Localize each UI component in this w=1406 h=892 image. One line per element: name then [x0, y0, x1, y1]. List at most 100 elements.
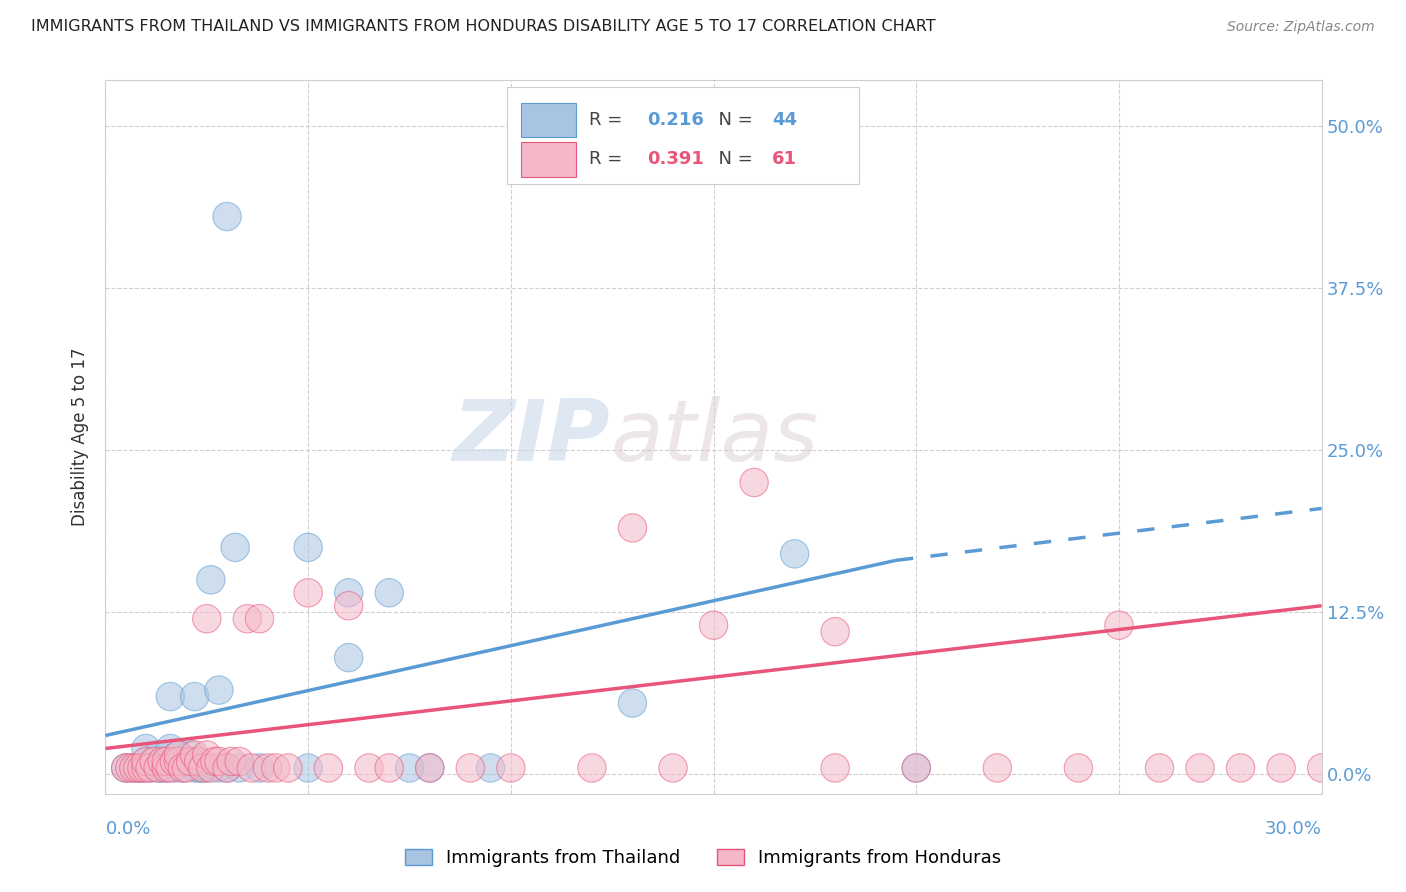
Ellipse shape: [156, 734, 184, 763]
Ellipse shape: [375, 754, 404, 782]
Ellipse shape: [169, 754, 197, 782]
Ellipse shape: [197, 754, 225, 782]
Ellipse shape: [659, 754, 688, 782]
Text: 61: 61: [772, 151, 797, 169]
Ellipse shape: [619, 689, 647, 717]
FancyBboxPatch shape: [506, 87, 859, 184]
Ellipse shape: [335, 579, 363, 607]
Ellipse shape: [124, 754, 152, 782]
Ellipse shape: [416, 754, 444, 782]
Ellipse shape: [253, 754, 281, 782]
Text: N =: N =: [707, 112, 759, 129]
Text: 30.0%: 30.0%: [1265, 820, 1322, 838]
Ellipse shape: [132, 734, 160, 763]
Ellipse shape: [156, 682, 184, 711]
Ellipse shape: [148, 747, 176, 776]
Y-axis label: Disability Age 5 to 17: Disability Age 5 to 17: [72, 348, 90, 526]
Ellipse shape: [221, 533, 249, 562]
Ellipse shape: [1308, 754, 1336, 782]
Ellipse shape: [233, 605, 262, 633]
Text: N =: N =: [707, 151, 759, 169]
Ellipse shape: [1105, 611, 1133, 640]
Ellipse shape: [143, 754, 173, 782]
Ellipse shape: [274, 754, 302, 782]
Ellipse shape: [193, 740, 221, 769]
Ellipse shape: [1226, 754, 1254, 782]
Ellipse shape: [619, 514, 647, 542]
Ellipse shape: [699, 611, 728, 640]
Ellipse shape: [821, 754, 849, 782]
Ellipse shape: [496, 754, 524, 782]
Ellipse shape: [212, 754, 242, 782]
Ellipse shape: [128, 754, 156, 782]
Text: IMMIGRANTS FROM THAILAND VS IMMIGRANTS FROM HONDURAS DISABILITY AGE 5 TO 17 CORR: IMMIGRANTS FROM THAILAND VS IMMIGRANTS F…: [31, 20, 935, 34]
Ellipse shape: [197, 566, 225, 594]
Ellipse shape: [1267, 754, 1295, 782]
Text: atlas: atlas: [610, 395, 818, 479]
Text: R =: R =: [589, 112, 628, 129]
Ellipse shape: [152, 747, 180, 776]
Ellipse shape: [176, 740, 205, 769]
Ellipse shape: [115, 754, 143, 782]
Legend: Immigrants from Thailand, Immigrants from Honduras: Immigrants from Thailand, Immigrants fro…: [398, 841, 1008, 874]
Ellipse shape: [148, 754, 176, 782]
Ellipse shape: [132, 747, 160, 776]
Ellipse shape: [143, 754, 173, 782]
Ellipse shape: [1185, 754, 1215, 782]
Ellipse shape: [193, 605, 221, 633]
Text: Source: ZipAtlas.com: Source: ZipAtlas.com: [1227, 21, 1375, 34]
Ellipse shape: [169, 754, 197, 782]
Ellipse shape: [165, 747, 193, 776]
Ellipse shape: [375, 579, 404, 607]
Ellipse shape: [212, 754, 242, 782]
Ellipse shape: [141, 747, 169, 776]
Ellipse shape: [294, 533, 322, 562]
FancyBboxPatch shape: [522, 143, 576, 177]
Ellipse shape: [136, 754, 165, 782]
Ellipse shape: [262, 754, 290, 782]
Ellipse shape: [245, 754, 274, 782]
Ellipse shape: [152, 754, 180, 782]
Ellipse shape: [184, 754, 212, 782]
Ellipse shape: [160, 747, 188, 776]
Ellipse shape: [1146, 754, 1174, 782]
Ellipse shape: [395, 754, 423, 782]
Ellipse shape: [176, 747, 205, 776]
Ellipse shape: [578, 754, 606, 782]
Ellipse shape: [120, 754, 148, 782]
Ellipse shape: [128, 754, 156, 782]
Ellipse shape: [294, 754, 322, 782]
Ellipse shape: [294, 579, 322, 607]
Ellipse shape: [120, 754, 148, 782]
Ellipse shape: [903, 754, 931, 782]
Ellipse shape: [245, 605, 274, 633]
Ellipse shape: [205, 676, 233, 705]
Ellipse shape: [821, 617, 849, 646]
Text: 44: 44: [772, 112, 797, 129]
Ellipse shape: [156, 754, 184, 782]
Ellipse shape: [111, 754, 141, 782]
Ellipse shape: [111, 754, 141, 782]
Ellipse shape: [740, 468, 768, 497]
Ellipse shape: [212, 202, 242, 231]
Ellipse shape: [225, 754, 253, 782]
Ellipse shape: [205, 747, 233, 776]
Ellipse shape: [205, 754, 233, 782]
Ellipse shape: [152, 754, 180, 782]
Ellipse shape: [180, 740, 209, 769]
Ellipse shape: [152, 747, 180, 776]
Ellipse shape: [180, 682, 209, 711]
Ellipse shape: [136, 754, 165, 782]
Ellipse shape: [903, 754, 931, 782]
Ellipse shape: [165, 740, 193, 769]
Ellipse shape: [165, 747, 193, 776]
Ellipse shape: [141, 747, 169, 776]
Ellipse shape: [983, 754, 1011, 782]
Ellipse shape: [335, 591, 363, 620]
Text: R =: R =: [589, 151, 628, 169]
Ellipse shape: [188, 754, 217, 782]
Ellipse shape: [173, 747, 201, 776]
Ellipse shape: [184, 747, 212, 776]
Ellipse shape: [416, 754, 444, 782]
Ellipse shape: [143, 740, 173, 769]
